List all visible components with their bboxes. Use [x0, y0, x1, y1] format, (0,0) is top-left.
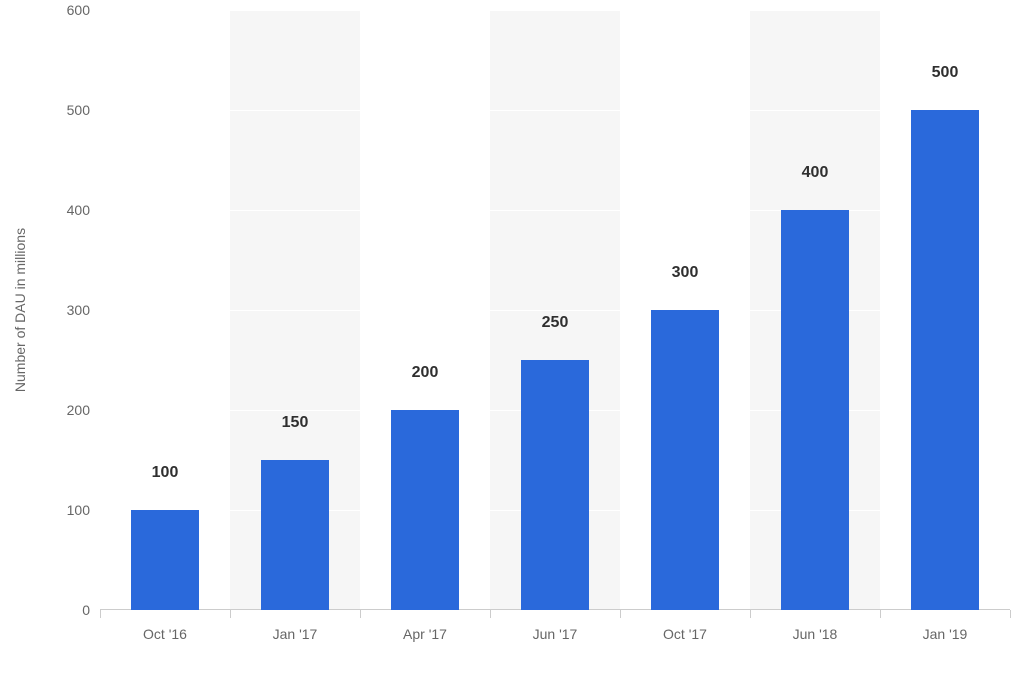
bar[interactable] — [391, 410, 459, 610]
bar-value-label: 500 — [932, 64, 959, 82]
bar-value-label: 250 — [542, 314, 569, 332]
x-tick-mark — [100, 610, 101, 618]
y-gridline — [100, 110, 1010, 111]
y-tick-label: 200 — [45, 402, 90, 418]
bar-value-label: 100 — [152, 464, 179, 482]
x-tick-label: Oct '16 — [143, 626, 187, 642]
plot-area: 100 150 200 250 300 400 500 — [100, 10, 1010, 610]
x-tick-mark — [880, 610, 881, 618]
y-tick-label: 500 — [45, 102, 90, 118]
dau-bar-chart: 100 150 200 250 300 400 500 Number of DAU in m… — [0, 0, 1024, 681]
bar[interactable] — [261, 460, 329, 610]
x-tick-label: Apr '17 — [403, 626, 447, 642]
bar-value-label: 300 — [672, 264, 699, 282]
x-tick-label: Oct '17 — [663, 626, 707, 642]
y-gridline — [100, 310, 1010, 311]
y-axis-title: Number of DAU in millions — [12, 228, 28, 392]
bar-value-label: 400 — [802, 164, 829, 182]
x-tick-mark — [360, 610, 361, 618]
bar-value-label: 150 — [282, 414, 309, 432]
x-tick-mark — [1010, 610, 1011, 618]
y-tick-label: 600 — [45, 2, 90, 18]
y-gridline — [100, 10, 1010, 11]
x-tick-mark — [490, 610, 491, 618]
bar[interactable] — [781, 210, 849, 610]
x-tick-mark — [620, 610, 621, 618]
x-tick-label: Jun '17 — [533, 626, 578, 642]
y-tick-label: 400 — [45, 202, 90, 218]
x-tick-label: Jan '19 — [923, 626, 968, 642]
bar[interactable] — [651, 310, 719, 610]
x-tick-label: Jun '18 — [793, 626, 838, 642]
bar[interactable] — [911, 110, 979, 610]
x-tick-mark — [750, 610, 751, 618]
bar[interactable] — [131, 510, 199, 610]
y-gridline — [100, 210, 1010, 211]
bar[interactable] — [521, 360, 589, 610]
x-tick-label: Jan '17 — [273, 626, 318, 642]
y-tick-label: 0 — [45, 602, 90, 618]
y-tick-label: 100 — [45, 502, 90, 518]
x-tick-mark — [230, 610, 231, 618]
y-tick-label: 300 — [45, 302, 90, 318]
bar-value-label: 200 — [412, 364, 439, 382]
